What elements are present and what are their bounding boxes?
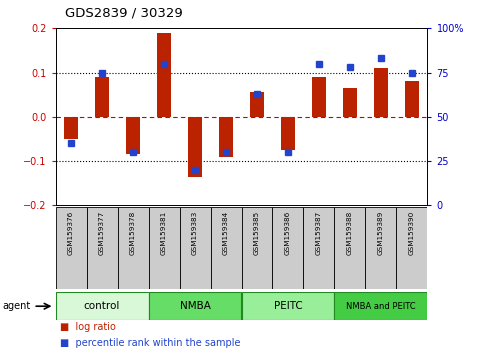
- Bar: [56, 292, 149, 320]
- Text: GSM159383: GSM159383: [192, 211, 198, 256]
- Text: GSM159378: GSM159378: [130, 211, 136, 256]
- Text: GSM159385: GSM159385: [254, 211, 260, 256]
- Bar: [56, 207, 86, 289]
- Text: GSM159376: GSM159376: [68, 211, 74, 256]
- Bar: [126, 117, 140, 154]
- Bar: [397, 207, 427, 289]
- Bar: [242, 292, 334, 320]
- Bar: [117, 207, 149, 289]
- Bar: [312, 77, 326, 117]
- Text: agent: agent: [2, 301, 30, 311]
- Bar: [281, 117, 295, 150]
- Text: GSM159381: GSM159381: [161, 211, 167, 256]
- Text: GSM159386: GSM159386: [285, 211, 291, 256]
- Text: GSM159390: GSM159390: [409, 211, 415, 256]
- Text: ■  percentile rank within the sample: ■ percentile rank within the sample: [60, 338, 241, 348]
- Bar: [86, 207, 117, 289]
- Bar: [374, 68, 388, 117]
- Bar: [188, 117, 202, 177]
- Bar: [149, 207, 180, 289]
- Bar: [64, 117, 78, 139]
- Text: NMBA and PEITC: NMBA and PEITC: [346, 302, 416, 311]
- Bar: [334, 207, 366, 289]
- Text: control: control: [84, 301, 120, 311]
- Bar: [366, 207, 397, 289]
- Text: GSM159384: GSM159384: [223, 211, 229, 256]
- Bar: [242, 207, 272, 289]
- Bar: [343, 88, 357, 117]
- Bar: [250, 92, 264, 117]
- Bar: [180, 207, 211, 289]
- Text: GDS2839 / 30329: GDS2839 / 30329: [65, 6, 183, 19]
- Text: GSM159389: GSM159389: [378, 211, 384, 256]
- Bar: [157, 33, 171, 117]
- Text: ■  log ratio: ■ log ratio: [60, 322, 116, 332]
- Text: GSM159387: GSM159387: [316, 211, 322, 256]
- Bar: [303, 207, 334, 289]
- Text: GSM159377: GSM159377: [99, 211, 105, 256]
- Text: GSM159388: GSM159388: [347, 211, 353, 256]
- Bar: [334, 292, 427, 320]
- Bar: [219, 117, 233, 156]
- Bar: [211, 207, 242, 289]
- Bar: [272, 207, 303, 289]
- Text: NMBA: NMBA: [180, 301, 211, 311]
- Bar: [95, 77, 109, 117]
- Bar: [149, 292, 242, 320]
- Bar: [405, 81, 419, 117]
- Text: PEITC: PEITC: [273, 301, 302, 311]
